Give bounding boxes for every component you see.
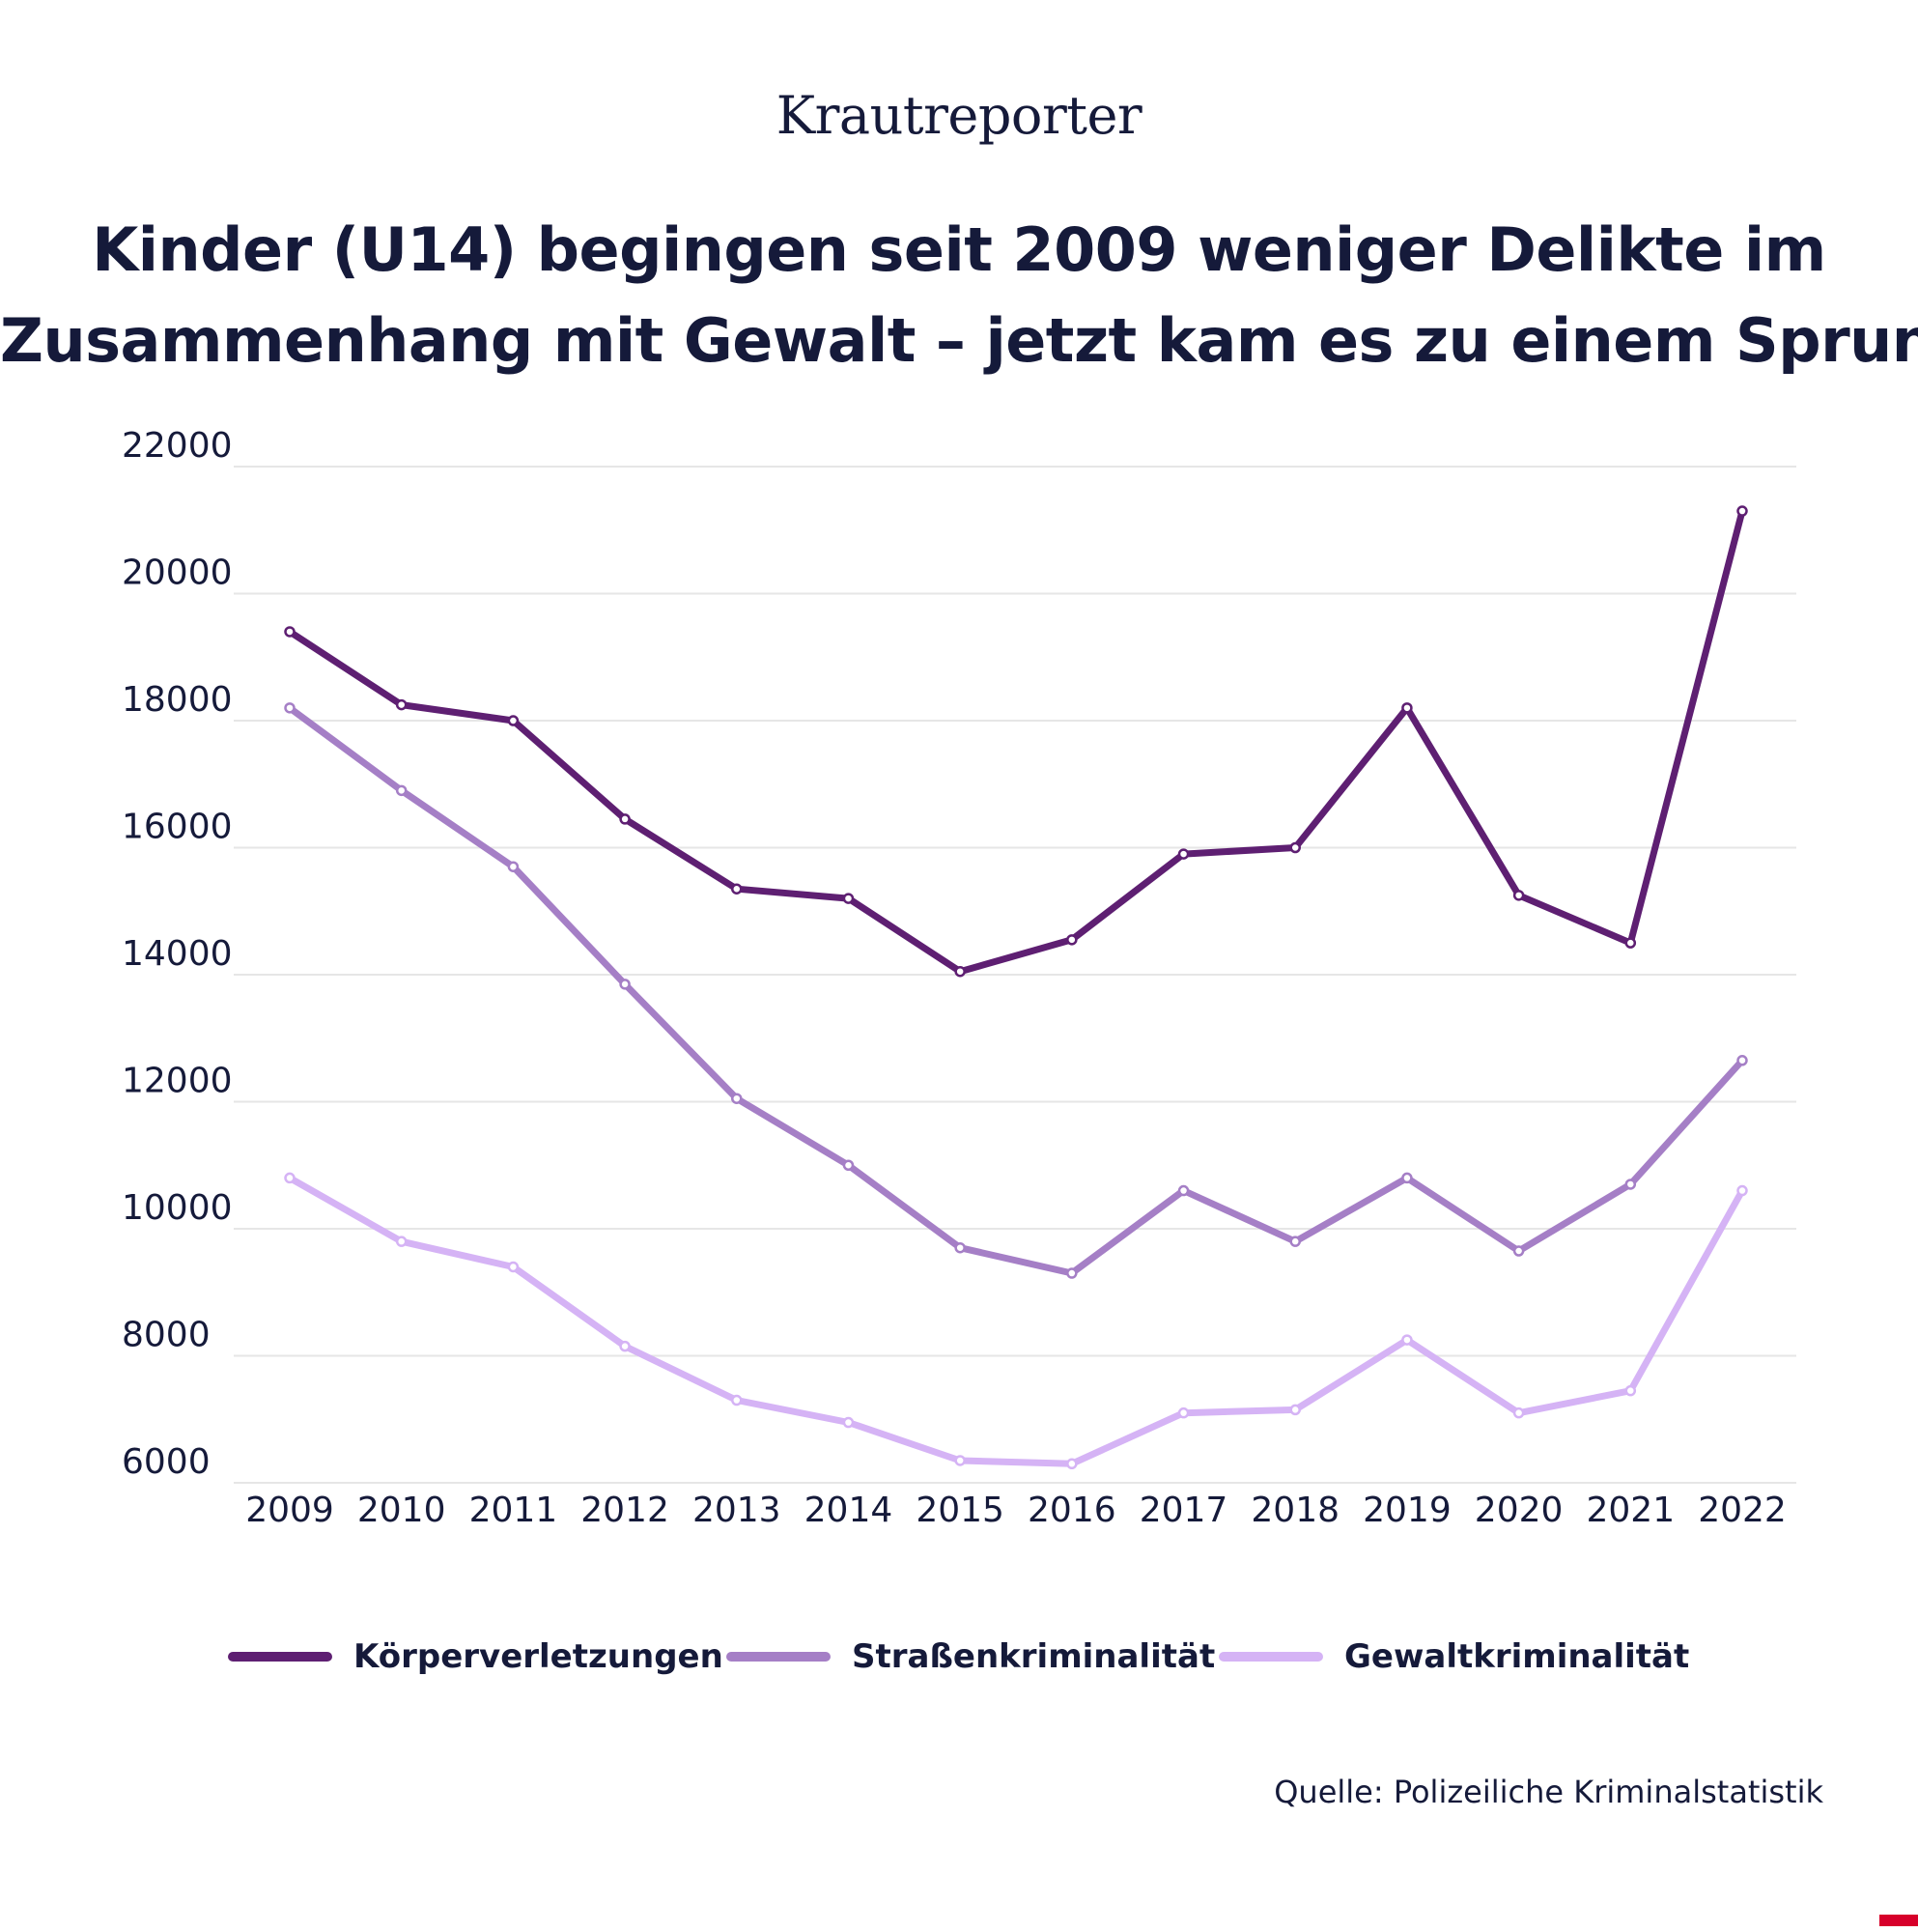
x-tick-label: 2020	[1475, 1491, 1564, 1530]
y-tick-label: 10000	[122, 1188, 233, 1228]
legend-item-koerperverletzungen: Körperverletzungen	[228, 1637, 723, 1676]
data-point	[1736, 1055, 1748, 1066]
data-point	[619, 1340, 631, 1352]
series-lines	[284, 505, 1748, 1470]
data-point	[395, 698, 408, 711]
data-point	[842, 1416, 855, 1429]
data-point	[731, 883, 743, 895]
legend-label-strassenkriminalitaet: Straßenkriminalität	[852, 1637, 1216, 1676]
data-point	[507, 715, 520, 726]
series-line-0	[286, 507, 1746, 976]
legend-item-gewaltkriminalitaet: Gewaltkriminalität	[1219, 1637, 1689, 1676]
legend-swatch-strassenkriminalitaet	[726, 1652, 831, 1662]
data-point	[1624, 1384, 1637, 1397]
data-point	[507, 861, 520, 872]
x-tick-label: 2018	[1251, 1491, 1340, 1530]
x-tick-label: 2011	[469, 1491, 558, 1530]
y-tick-label: 18000	[122, 680, 233, 720]
data-point	[284, 1172, 296, 1184]
data-point	[842, 1159, 855, 1171]
legend-swatch-koerperverletzungen	[228, 1652, 332, 1662]
data-point	[1177, 848, 1190, 860]
data-point	[395, 1236, 408, 1247]
data-point	[1512, 1406, 1525, 1419]
data-point	[1512, 1245, 1525, 1257]
data-point	[1624, 937, 1637, 949]
x-tick-label: 2012	[580, 1491, 669, 1530]
data-point	[954, 1455, 966, 1466]
data-point	[507, 1261, 520, 1273]
data-point	[284, 626, 296, 638]
x-tick-label: 2021	[1586, 1491, 1675, 1530]
data-point	[1066, 934, 1078, 946]
grid-lines	[234, 466, 1796, 1484]
y-tick-label: 12000	[122, 1062, 233, 1101]
series-line-2	[286, 1174, 1746, 1467]
series-line-1	[286, 704, 1746, 1277]
data-point	[954, 1241, 966, 1254]
data-point	[1177, 1406, 1190, 1419]
x-tick-label: 2019	[1363, 1491, 1452, 1530]
legend-label-gewaltkriminalitaet: Gewaltkriminalität	[1344, 1637, 1690, 1676]
legend: Körperverletzungen Straßenkriminalität G…	[0, 1637, 1918, 1695]
data-point	[1289, 1404, 1301, 1416]
data-point	[619, 813, 631, 825]
x-tick-label: 2022	[1698, 1491, 1787, 1530]
data-point	[619, 979, 631, 990]
data-point	[395, 784, 408, 797]
y-tick-label: 16000	[122, 808, 233, 847]
x-tick-label: 2013	[692, 1491, 781, 1530]
y-axis-ticks: 6000 8000 10000 12000 14000 16000 18000 20000 22…	[122, 426, 233, 1482]
data-point	[1066, 1267, 1078, 1279]
data-point	[954, 965, 966, 978]
data-point	[842, 893, 855, 904]
source-note: Quelle: Polizeiliche Kriminalstatistik	[1274, 1774, 1823, 1810]
data-point	[1177, 1184, 1190, 1197]
data-point	[1289, 841, 1301, 854]
x-tick-label: 2010	[357, 1491, 446, 1530]
y-tick-label: 20000	[122, 554, 233, 593]
data-point	[1736, 505, 1748, 517]
data-point	[1401, 1172, 1413, 1184]
legend-item-strassenkriminalitaet: Straßenkriminalität	[726, 1637, 1215, 1676]
x-tick-label: 2015	[916, 1491, 1004, 1530]
data-point	[1066, 1458, 1078, 1470]
data-point	[731, 1394, 743, 1406]
x-tick-label: 2014	[804, 1491, 893, 1530]
legend-swatch-gewaltkriminalitaet	[1219, 1652, 1323, 1662]
data-point	[1289, 1236, 1301, 1247]
data-point	[1624, 1179, 1637, 1190]
data-point	[731, 1093, 743, 1104]
x-tick-label: 2016	[1028, 1491, 1116, 1530]
data-point	[1401, 1334, 1413, 1346]
data-point	[1401, 702, 1413, 714]
x-axis-ticks: 2009 2010 2011 2012 2013 2014 2015 2016 2017 2018…	[245, 1491, 1787, 1530]
data-point	[1736, 1184, 1748, 1197]
chart-title: Kinder (U14) begingen seit 2009 weniger …	[0, 205, 1918, 386]
data-point	[284, 702, 296, 714]
y-tick-label: 8000	[122, 1316, 211, 1355]
x-tick-label: 2009	[245, 1491, 334, 1530]
y-tick-label: 6000	[122, 1442, 211, 1482]
made-with-badge	[1879, 1915, 1918, 1926]
brand-logo: Krautreporter	[776, 85, 1142, 146]
chart-title-line-1: Kinder (U14) begingen seit 2009 weniger …	[92, 214, 1826, 285]
y-tick-label: 14000	[122, 934, 233, 974]
x-tick-label: 2017	[1140, 1491, 1228, 1530]
chart-title-line-2: Zusammenhang mit Gewalt – jetzt kam es z…	[0, 305, 1918, 376]
data-point	[1512, 890, 1525, 901]
line-chart: 6000 8000 10000 12000 14000 16000 18000 20000 22…	[122, 426, 1796, 1530]
y-tick-label: 22000	[122, 426, 233, 466]
legend-label-koerperverletzungen: Körperverletzungen	[353, 1637, 723, 1676]
